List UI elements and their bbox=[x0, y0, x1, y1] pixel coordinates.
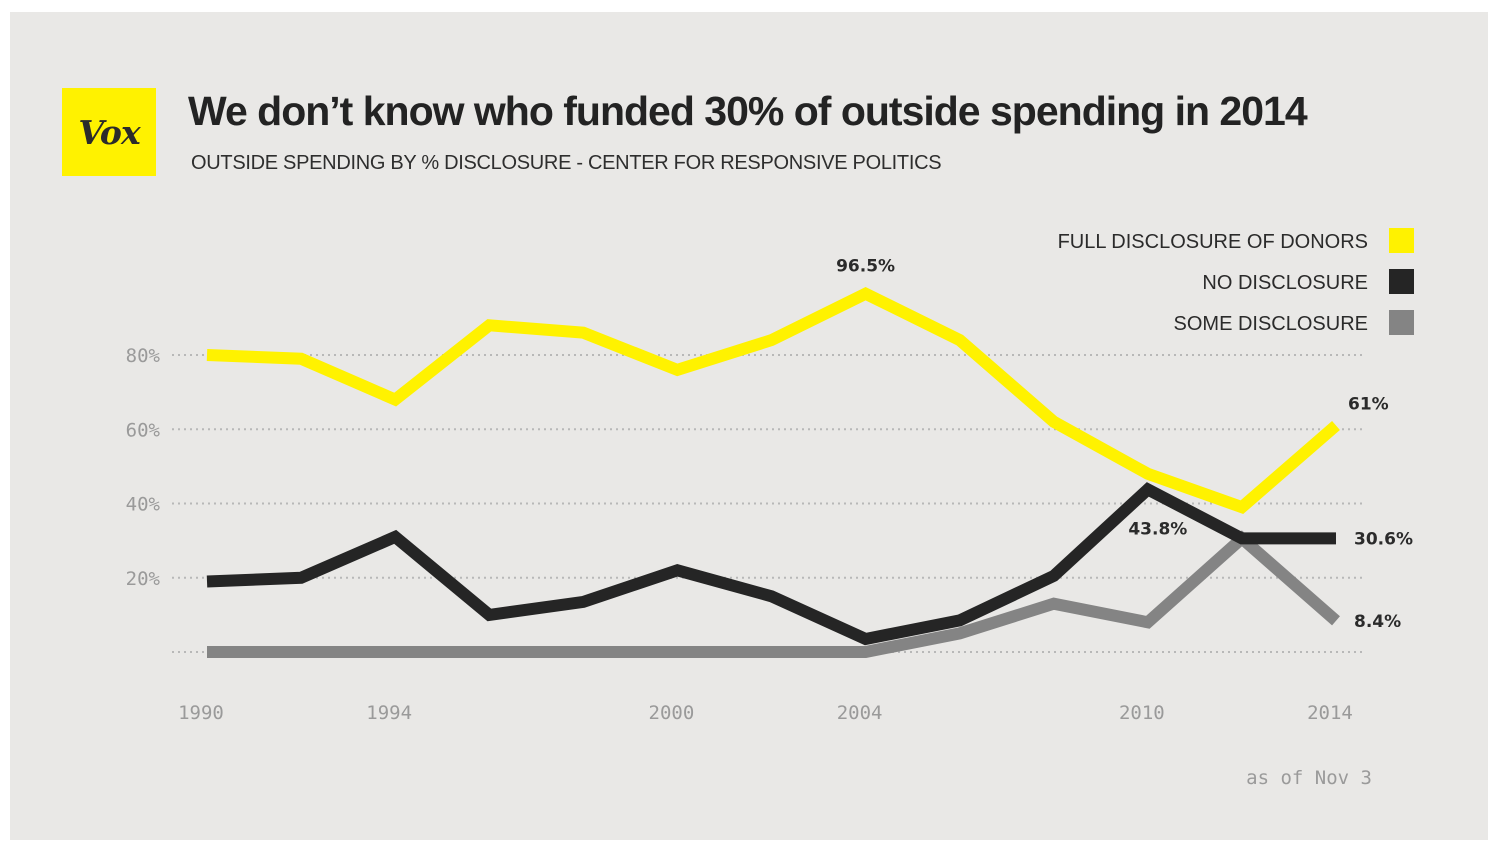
footnote: as of Nov 3 bbox=[1246, 767, 1372, 789]
x-tick-label: 1994 bbox=[366, 702, 412, 724]
chart-title: We don’t know who funded 30% of outside … bbox=[188, 88, 1308, 134]
x-axis-labels: 1990 1994 2000 2004 2010 2014 bbox=[178, 702, 1353, 724]
data-annotations: 96.5% 61% 43.8% 30.6% 8.4% bbox=[836, 257, 1413, 632]
logo-text: Vox bbox=[78, 112, 140, 152]
x-tick-label: 1990 bbox=[178, 702, 224, 724]
legend-swatch bbox=[1389, 310, 1414, 335]
x-tick-label: 2010 bbox=[1119, 702, 1165, 724]
series-some-disclosure-line bbox=[207, 530, 1340, 658]
annotation-label: 30.6% bbox=[1354, 529, 1413, 549]
annotation-label: 96.5% bbox=[836, 257, 895, 277]
legend: FULL DISCLOSURE OF DONORS NO DISCLOSURE SO… bbox=[1058, 228, 1414, 335]
y-axis-labels: 20% 40% 60% 80% bbox=[126, 345, 161, 590]
y-tick-label: 40% bbox=[126, 494, 161, 516]
y-tick-label: 20% bbox=[126, 568, 161, 590]
annotation-label: 8.4% bbox=[1354, 612, 1401, 632]
annotation-label: 61% bbox=[1348, 395, 1389, 415]
y-tick-label: 80% bbox=[126, 345, 161, 367]
series-no-disclosure-line bbox=[206, 482, 1336, 646]
legend-swatch bbox=[1389, 269, 1414, 294]
x-tick-label: 2000 bbox=[649, 702, 695, 724]
x-tick-label: 2004 bbox=[837, 702, 883, 724]
chart-card bbox=[10, 12, 1488, 840]
x-tick-label: 2014 bbox=[1307, 702, 1353, 724]
annotation-label: 43.8% bbox=[1128, 519, 1187, 539]
chart-subtitle: OUTSIDE SPENDING BY % DISCLOSURE - CENTE… bbox=[191, 152, 942, 174]
legend-swatch bbox=[1389, 228, 1414, 253]
legend-label: FULL DISCLOSURE OF DONORS bbox=[1058, 231, 1368, 253]
legend-label: NO DISCLOSURE bbox=[1202, 272, 1368, 294]
vox-logo: Vox bbox=[62, 88, 156, 176]
legend-label: SOME DISCLOSURE bbox=[1174, 313, 1368, 335]
y-tick-label: 60% bbox=[126, 419, 161, 441]
series-lines bbox=[206, 287, 1340, 658]
series-full-disclosure-line bbox=[206, 287, 1340, 515]
